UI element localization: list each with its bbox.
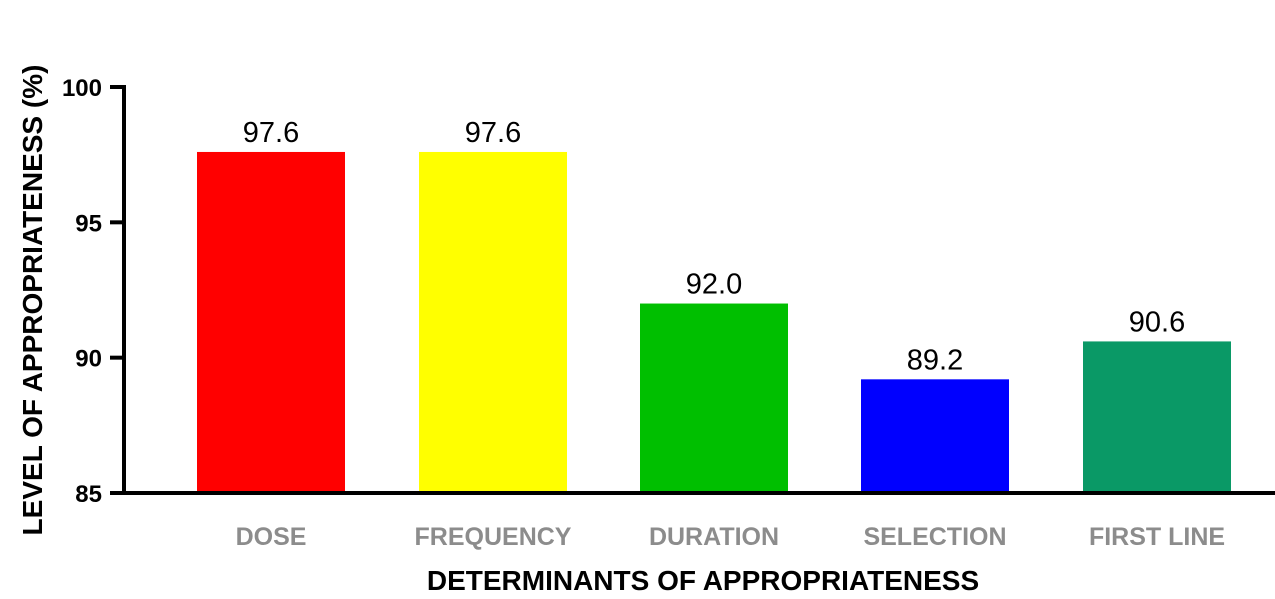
- bar-duration: [640, 303, 788, 493]
- bar-selection: [861, 379, 1009, 493]
- bar-dose: [197, 151, 345, 493]
- value-label: 90.6: [1129, 306, 1185, 338]
- bar-first-line: [1083, 341, 1231, 493]
- value-label: 89.2: [907, 344, 963, 376]
- x-tick-label: FREQUENCY: [415, 523, 572, 551]
- x-tick-label: DOSE: [236, 523, 307, 551]
- y-tick-label: 100: [62, 75, 102, 102]
- value-labels-group: 97.6 97.6 92.0 89.2 90.6: [243, 117, 1185, 376]
- bars-group: [197, 151, 1231, 493]
- y-axis-title: LEVEL OF APPROPRIATENESS (%): [17, 65, 48, 536]
- y-ticks-group: 85 90 95 100: [62, 75, 124, 508]
- x-tick-label: SELECTION: [863, 523, 1006, 551]
- x-ticks-group: DOSE FREQUENCY DURATION SELECTION FIRST LINE: [236, 523, 1225, 551]
- x-tick-label: FIRST LINE: [1089, 523, 1225, 551]
- y-tick-label: 85: [75, 481, 102, 508]
- x-axis-title: DETERMINANTS OF APPROPRIATENESS: [427, 565, 979, 596]
- bar-frequency: [419, 151, 567, 493]
- value-label: 92.0: [686, 269, 742, 301]
- value-label: 97.6: [465, 117, 521, 149]
- value-label: 97.6: [243, 117, 299, 149]
- y-tick-label: 95: [75, 210, 102, 237]
- y-tick-label: 90: [75, 346, 102, 373]
- x-tick-label: DURATION: [649, 523, 779, 551]
